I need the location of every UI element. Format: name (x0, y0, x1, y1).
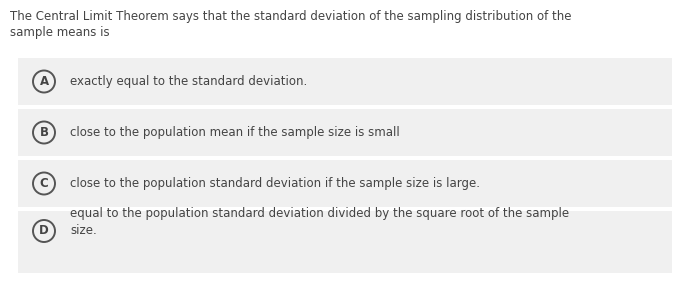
Text: sample means is: sample means is (10, 26, 110, 39)
FancyBboxPatch shape (18, 211, 672, 273)
Text: A: A (40, 75, 48, 88)
Text: The Central Limit Theorem says that the standard deviation of the sampling distr: The Central Limit Theorem says that the … (10, 10, 572, 23)
Circle shape (33, 121, 55, 144)
Text: equal to the population standard deviation divided by the square root of the sam: equal to the population standard deviati… (70, 207, 569, 237)
Text: close to the population mean if the sample size is small: close to the population mean if the samp… (70, 126, 400, 139)
Circle shape (33, 220, 55, 242)
Text: C: C (40, 177, 48, 190)
Circle shape (33, 173, 55, 195)
FancyBboxPatch shape (18, 160, 672, 207)
FancyBboxPatch shape (18, 58, 672, 105)
FancyBboxPatch shape (18, 109, 672, 156)
Text: exactly equal to the standard deviation.: exactly equal to the standard deviation. (70, 75, 308, 88)
Text: D: D (39, 225, 49, 237)
Text: B: B (40, 126, 48, 139)
Text: close to the population standard deviation if the sample size is large.: close to the population standard deviati… (70, 177, 480, 190)
Circle shape (33, 70, 55, 92)
